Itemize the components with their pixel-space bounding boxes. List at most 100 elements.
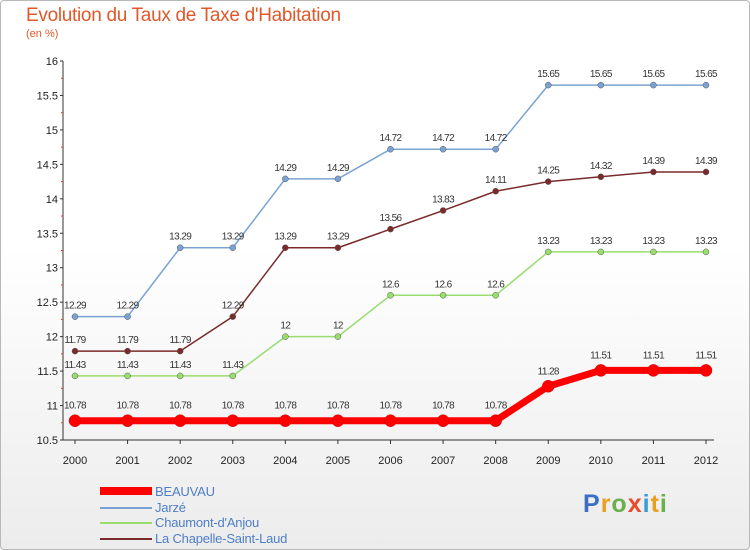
data-label: 11.43: [117, 360, 139, 371]
y-tick-label: 11: [47, 401, 58, 413]
data-label: 13.29: [222, 232, 245, 243]
data-point: [229, 244, 236, 251]
data-point: [124, 313, 131, 320]
logo-letter: P: [583, 490, 601, 518]
logo-letter: i: [659, 490, 668, 518]
data-label: 11.51: [590, 350, 612, 361]
data-label: 14.29: [327, 163, 350, 174]
data-label: 10.78: [274, 401, 297, 412]
y-tick-label: 10.5: [37, 435, 58, 447]
data-label: 12.29: [64, 301, 87, 312]
x-tick-label: 2009: [536, 455, 560, 467]
data-point: [650, 168, 657, 176]
x-tick-label: 2011: [642, 455, 666, 467]
data-label: 14.39: [695, 156, 718, 167]
data-point: [650, 81, 657, 89]
data-label: 13.23: [590, 236, 613, 247]
data-point: [71, 347, 79, 355]
data-point: [282, 244, 289, 251]
data-label: 15.65: [642, 69, 665, 80]
data-point: [439, 207, 447, 214]
data-point: [387, 292, 394, 299]
data-point: [597, 173, 605, 181]
data-point: [387, 225, 394, 233]
data-point: [699, 364, 713, 377]
data-label: 13.29: [274, 232, 297, 243]
data-point: [226, 414, 239, 427]
data-point: [492, 145, 499, 153]
data-label: 14.72: [485, 133, 508, 144]
data-label: 13.83: [432, 195, 455, 206]
data-point: [334, 333, 342, 340]
data-label: 10.78: [222, 401, 245, 412]
data-point: [331, 414, 345, 427]
x-tick-label: 2000: [63, 455, 87, 467]
y-tick-label: 15.5: [37, 90, 58, 102]
data-label: 10.78: [379, 401, 402, 412]
data-point: [545, 81, 552, 89]
x-tick-label: 2001: [115, 455, 139, 467]
data-point: [439, 145, 447, 153]
legend-swatch-chapelle: [100, 537, 152, 540]
data-point: [176, 244, 184, 251]
data-label: 10.78: [432, 401, 455, 412]
legend-label: BEAUVAU: [155, 484, 215, 499]
y-tick-label: 13.5: [37, 228, 58, 240]
data-point: [334, 175, 342, 183]
data-label: 10.78: [64, 401, 87, 412]
data-label: 12: [280, 321, 291, 332]
data-point: [702, 248, 710, 256]
logo-letter: o: [611, 490, 628, 518]
data-label: 11.28: [538, 366, 560, 377]
data-label: 15.65: [590, 69, 613, 80]
data-label: 14.72: [432, 133, 455, 144]
data-point: [68, 414, 82, 427]
data-point: [229, 313, 236, 320]
x-tick-label: 2003: [221, 455, 245, 467]
data-label: 14.11: [485, 175, 507, 186]
data-label: 14.25: [537, 166, 560, 177]
data-label: 14.72: [379, 133, 402, 144]
data-point: [176, 347, 184, 355]
data-point: [545, 248, 552, 256]
logo-letter: t: [650, 490, 660, 518]
data-point: [282, 175, 289, 183]
data-label: 12.29: [117, 301, 140, 312]
data-point: [279, 414, 292, 427]
data-label: 13.29: [169, 232, 192, 243]
data-point: [439, 292, 447, 299]
data-label: 14.29: [274, 163, 297, 174]
data-label: 13.56: [379, 213, 402, 224]
data-label: 11.43: [170, 360, 192, 371]
data-label: 11.43: [64, 360, 86, 371]
data-point: [282, 333, 289, 340]
legend-swatch-beauvau: [100, 487, 152, 495]
data-label: 11.51: [695, 350, 717, 361]
data-point: [387, 145, 394, 153]
data-label: 14.32: [590, 161, 613, 172]
x-tick-label: 2008: [483, 455, 507, 467]
x-tick-label: 2002: [168, 455, 192, 467]
y-tick-label: 16: [46, 56, 58, 68]
data-label: 13.29: [327, 232, 350, 243]
chart-title: Evolution du Taux de Taxe d'Habitation: [26, 5, 341, 26]
data-label: 11.79: [170, 335, 192, 346]
y-tick-label: 12.5: [37, 297, 58, 309]
data-label: 11.79: [64, 335, 86, 346]
data-point: [489, 414, 502, 427]
y-tick-label: 14.5: [37, 159, 58, 171]
data-point: [650, 248, 657, 256]
data-label: 12.6: [382, 279, 400, 290]
data-label: 12: [333, 321, 344, 332]
data-point: [702, 168, 710, 176]
data-label: 10.78: [117, 401, 140, 412]
data-point: [384, 414, 397, 427]
data-label: 10.78: [485, 401, 508, 412]
data-point: [71, 313, 79, 320]
data-point: [176, 372, 184, 380]
series-line-0: [71, 366, 710, 425]
x-tick-label: 2012: [694, 455, 718, 467]
data-label: 10.78: [327, 401, 350, 412]
